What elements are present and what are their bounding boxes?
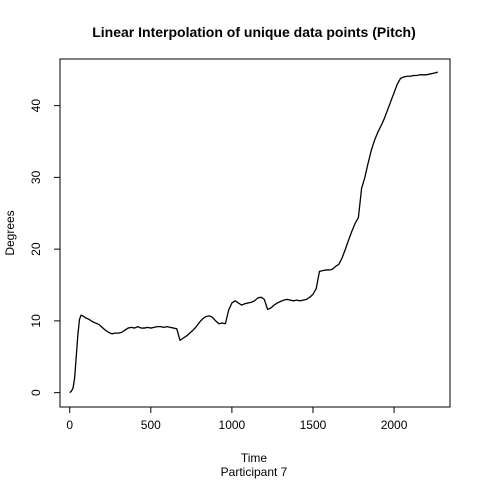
x-tick-label: 1500	[300, 418, 327, 432]
participant-label: Participant 7	[221, 465, 288, 479]
plot-area-border	[59, 58, 451, 408]
series-line	[69, 71, 439, 394]
y-tick-label: 40	[29, 99, 43, 113]
y-tick-label: 30	[29, 170, 43, 184]
x-tick-label: 500	[141, 418, 161, 432]
x-tick-label: 1000	[219, 418, 246, 432]
x-tick-label: 0	[66, 418, 73, 432]
x-axis: 0 500 1000 1500 2000	[66, 407, 408, 432]
y-axis: 0 10 20 30 40	[29, 99, 60, 396]
y-tick-label: 0	[29, 389, 43, 396]
y-tick-label: 20	[29, 242, 43, 256]
x-axis-label: Time	[241, 451, 268, 465]
chart-title: Linear Interpolation of unique data poin…	[92, 24, 416, 40]
y-axis-label: Degrees	[3, 210, 17, 255]
y-tick-label: 10	[29, 314, 43, 328]
x-tick-label: 2000	[381, 418, 408, 432]
